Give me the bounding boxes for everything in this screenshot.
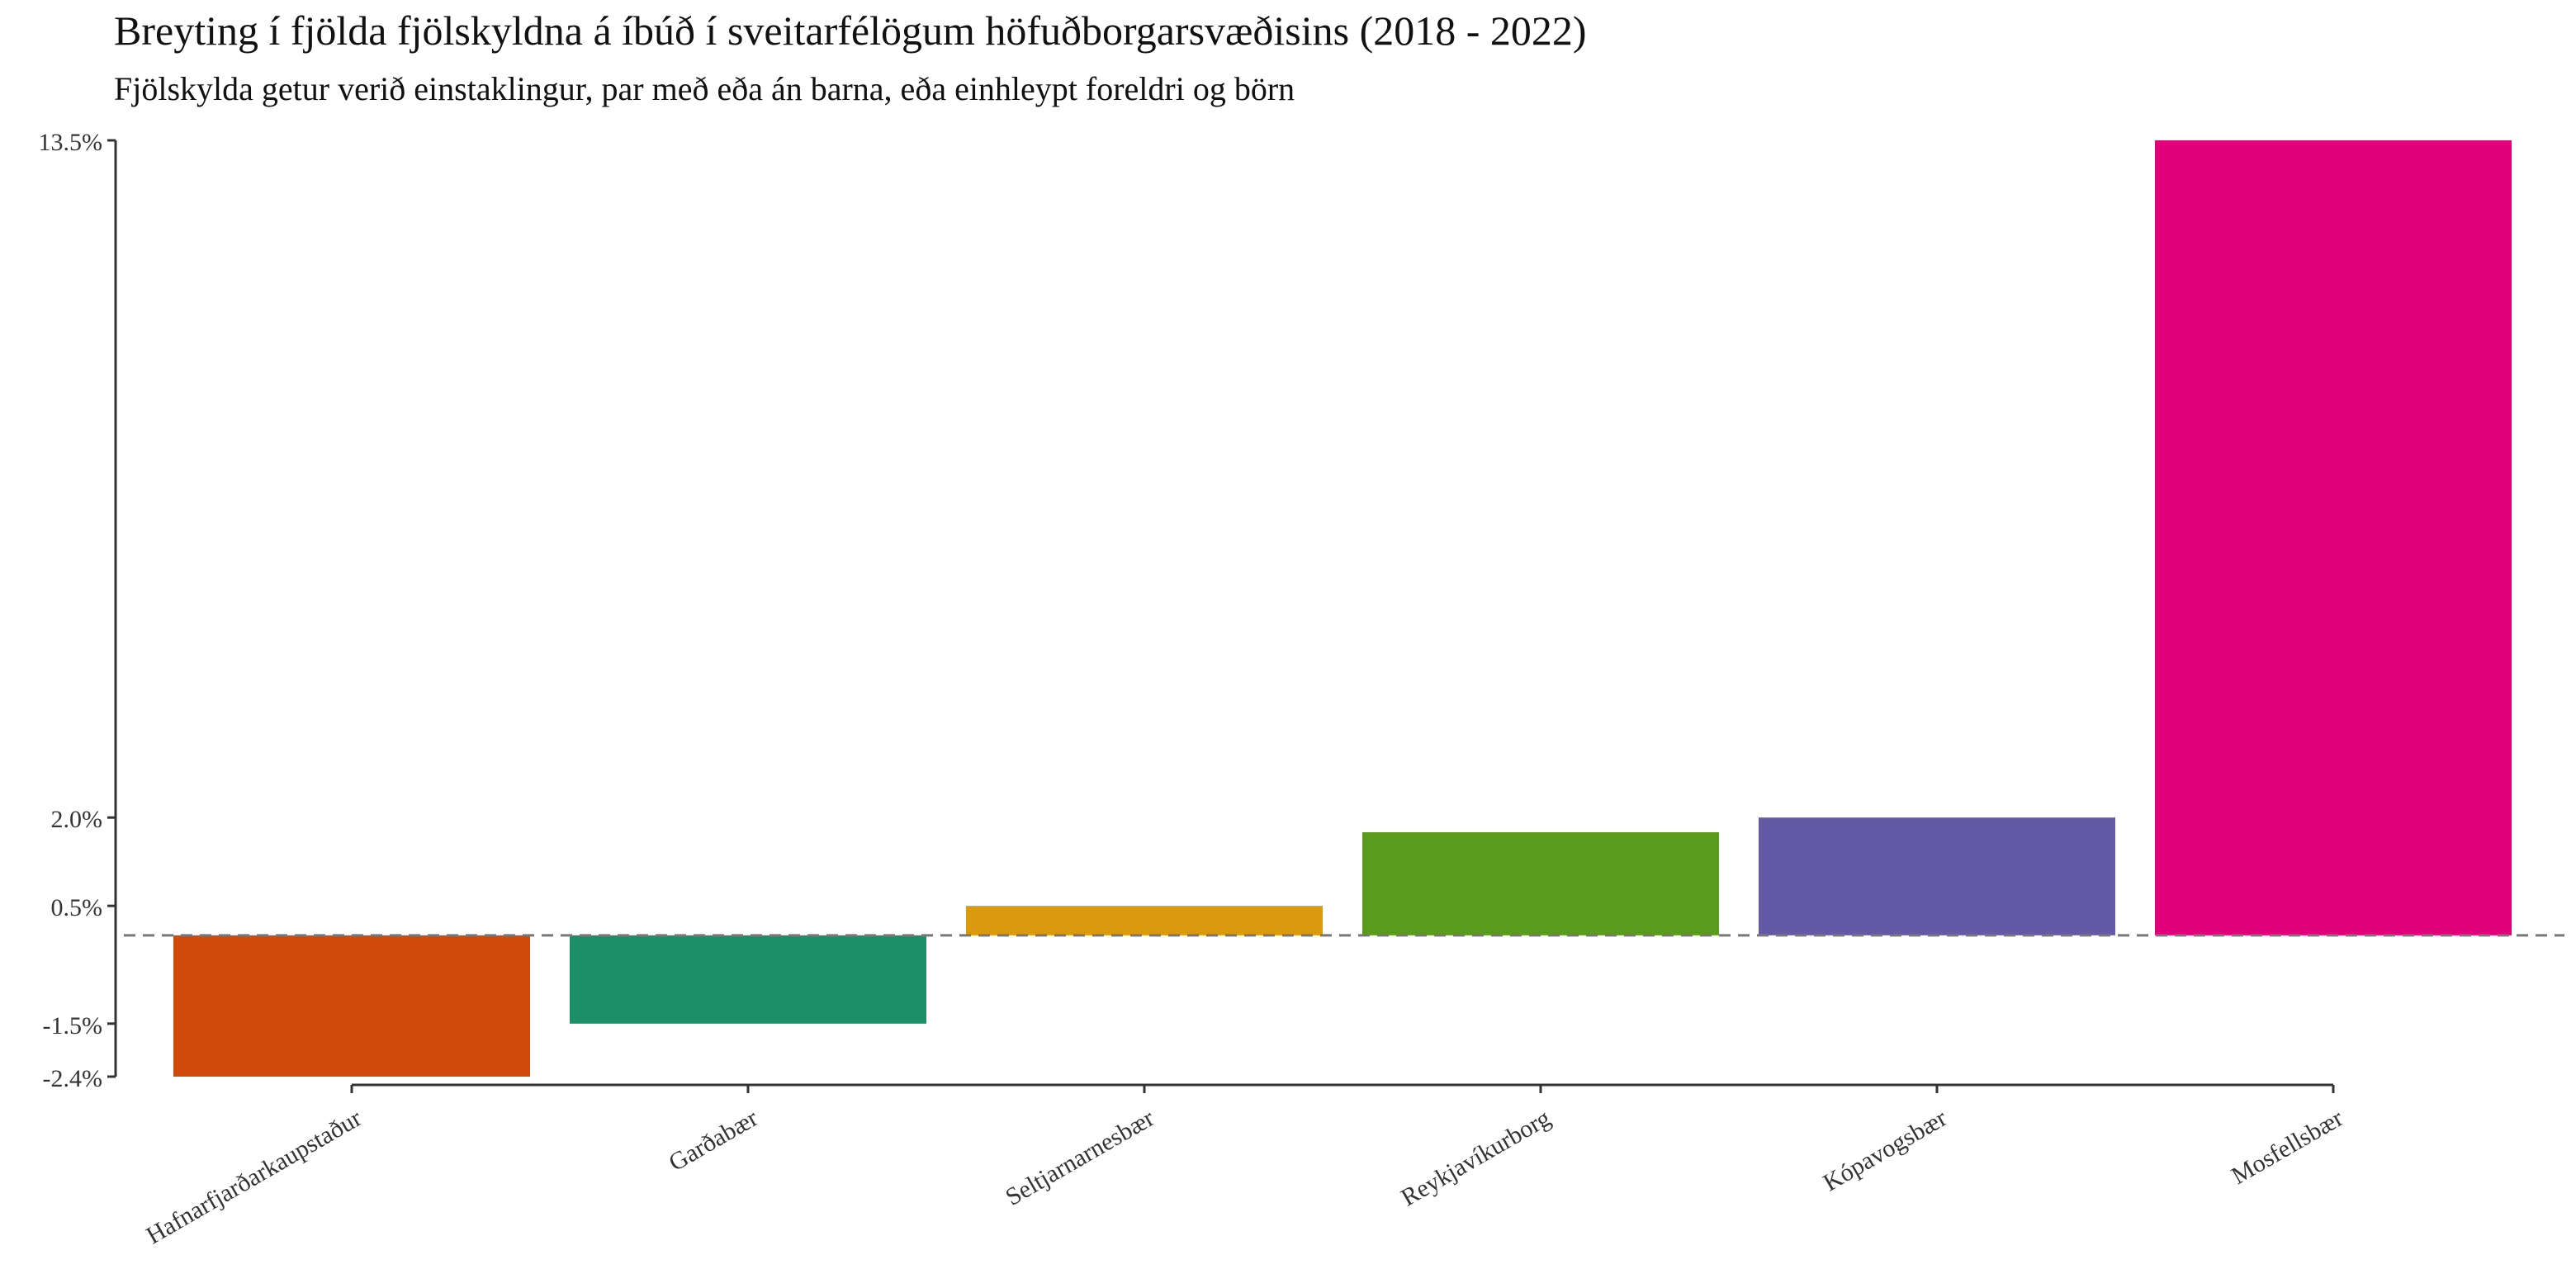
y-tick-label: -1.5%: [43, 1012, 102, 1039]
bar-5: [1759, 817, 2115, 935]
x-tick-label: Mosfellsbær: [2227, 1104, 2347, 1190]
bar-4: [1362, 832, 1719, 935]
tick-labels-layer: -2.4% -1.5% 0.5% 2.0% 13.5% Hafnarfjarðarkaup…: [39, 129, 2348, 1249]
bar-1: [173, 935, 530, 1077]
chart-subtitle: Fjölskylda getur verið einstaklingur, pa…: [114, 70, 1295, 107]
x-tick-label: Seltjarnarnesbær: [1001, 1104, 1158, 1210]
y-tick-label: -2.4%: [43, 1065, 102, 1092]
x-tick-label: Kópavogsbær: [1819, 1104, 1952, 1196]
x-tick-label: Reykjavíkurborg: [1396, 1104, 1555, 1211]
x-tick-label: Garðabær: [665, 1104, 763, 1177]
axes-layer: [107, 139, 2335, 1093]
bar-3: [966, 906, 1323, 935]
x-tick-label: Hafnarfjarðarkaupstaður: [142, 1104, 367, 1249]
chart-title: Breyting í fjölda fjölskyldna á íbúð í s…: [114, 7, 1587, 54]
y-tick-label: 0.5%: [51, 894, 103, 921]
bar-6: [2155, 140, 2512, 935]
y-tick-label: 13.5%: [39, 129, 103, 156]
bars-layer: [173, 140, 2512, 1077]
y-tick-label: 2.0%: [51, 806, 103, 833]
bar-2: [570, 935, 926, 1024]
